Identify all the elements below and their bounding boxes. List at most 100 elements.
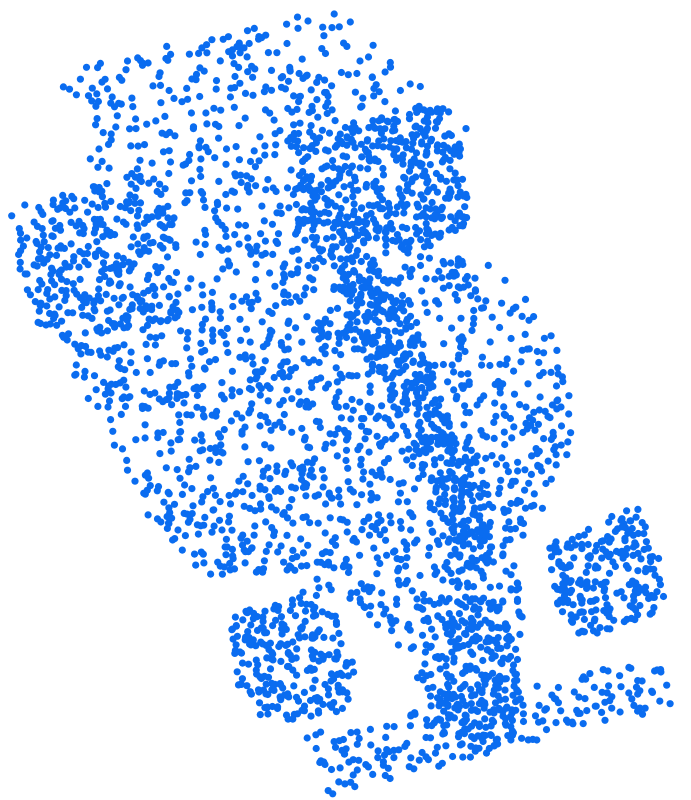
dot — [470, 314, 478, 322]
dot — [345, 371, 353, 379]
dot — [143, 120, 151, 128]
dot — [324, 787, 332, 795]
dot — [266, 269, 274, 277]
dot — [473, 452, 481, 460]
dot — [157, 518, 165, 526]
dot — [486, 731, 494, 739]
dot — [183, 510, 191, 518]
dot — [165, 86, 173, 95]
dot — [430, 563, 438, 571]
dot — [223, 204, 231, 212]
dot — [353, 588, 361, 597]
dot — [452, 476, 460, 484]
dot — [280, 270, 288, 278]
dot — [366, 382, 374, 390]
dot — [228, 392, 236, 400]
dot — [283, 531, 291, 540]
dot — [330, 738, 338, 746]
dot — [274, 703, 282, 711]
dot — [435, 599, 443, 607]
dot — [649, 553, 657, 561]
dot — [407, 145, 416, 153]
dot — [232, 268, 240, 276]
dot — [347, 181, 355, 189]
dot — [433, 105, 442, 113]
dot — [320, 652, 328, 660]
dot — [605, 538, 613, 546]
dot — [358, 153, 366, 161]
dot — [280, 691, 289, 699]
dot — [237, 649, 246, 657]
dot — [410, 485, 419, 493]
dot — [256, 133, 264, 141]
dot — [564, 596, 572, 604]
dot — [308, 383, 316, 392]
dot — [590, 683, 598, 692]
dot — [576, 608, 584, 617]
dot — [290, 92, 298, 100]
dot — [188, 485, 196, 493]
dot — [390, 403, 398, 411]
dot — [488, 624, 496, 632]
dot — [193, 391, 201, 400]
dot — [240, 502, 248, 510]
dot — [342, 429, 350, 437]
dot — [95, 285, 103, 293]
dot — [90, 305, 98, 313]
dot — [617, 683, 625, 691]
dot — [451, 143, 459, 151]
dot — [165, 169, 173, 178]
dot — [37, 243, 45, 251]
dot — [431, 749, 440, 757]
dot — [632, 579, 640, 587]
dot — [468, 637, 476, 645]
dot — [300, 355, 308, 363]
dot — [232, 172, 240, 180]
dot — [535, 701, 543, 710]
dot — [43, 302, 51, 310]
dot — [519, 710, 528, 718]
dot — [391, 313, 399, 321]
dot — [368, 73, 376, 81]
dot — [290, 132, 298, 140]
dot — [36, 276, 44, 285]
dot — [499, 707, 507, 716]
dot — [366, 480, 374, 488]
dot — [128, 301, 136, 309]
dot — [241, 548, 249, 556]
dot — [423, 716, 431, 724]
dot — [252, 642, 260, 650]
dot — [361, 284, 369, 292]
dot — [281, 298, 289, 306]
dot — [431, 275, 439, 283]
dot — [184, 518, 192, 526]
dot — [448, 324, 456, 332]
dot — [393, 203, 401, 211]
dot — [119, 293, 127, 301]
dot — [601, 716, 609, 724]
dot — [409, 453, 417, 461]
dot — [455, 635, 463, 643]
dot — [222, 535, 230, 543]
dot — [140, 141, 149, 149]
dot — [462, 593, 470, 601]
dot — [414, 203, 422, 211]
dot — [175, 411, 183, 419]
dot — [540, 334, 549, 342]
dot — [266, 109, 274, 117]
dot — [583, 578, 591, 586]
dot — [456, 553, 464, 561]
dot — [287, 166, 295, 174]
dot — [206, 444, 214, 453]
dot — [312, 139, 320, 147]
dot — [391, 107, 399, 115]
dot — [259, 472, 267, 480]
dot — [428, 198, 436, 207]
dot — [53, 321, 61, 329]
dot — [344, 464, 352, 472]
dot — [115, 357, 123, 365]
dot — [357, 455, 365, 463]
dot — [105, 164, 113, 172]
dot — [304, 541, 312, 549]
dot — [356, 164, 364, 172]
